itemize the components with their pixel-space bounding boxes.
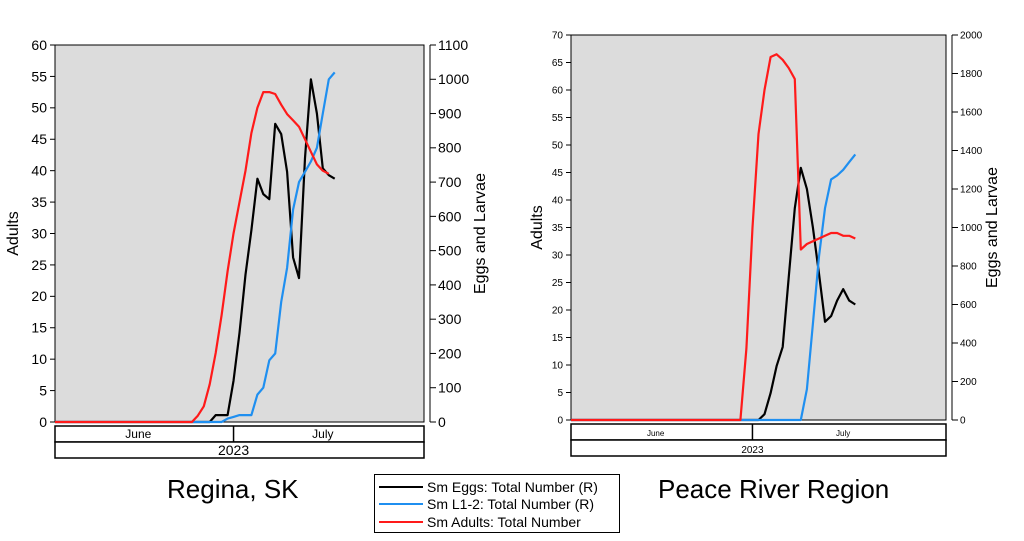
left-tick-label: 25 — [31, 257, 47, 273]
left-tick-label: 35 — [31, 194, 47, 210]
right-tick-label: 100 — [438, 380, 462, 396]
left-tick-label: 30 — [552, 251, 564, 262]
legend-item-adults: Sm Adults: Total Number — [379, 513, 615, 531]
right-tick-label: 1000 — [438, 71, 469, 87]
left-tick-label: 65 — [552, 58, 564, 69]
left-tick-label: 5 — [557, 388, 563, 399]
right-tick-label: 2000 — [960, 31, 983, 42]
left-tick-label: 55 — [31, 68, 47, 84]
month-label: July — [836, 429, 850, 438]
left-tick-label: 35 — [552, 223, 564, 234]
left-tick-label: 50 — [552, 141, 564, 152]
regina-title: Regina, SK — [167, 474, 299, 504]
right-axis-title: Eggs and Larvae — [472, 173, 489, 294]
left-tick-label: 15 — [552, 333, 564, 344]
left-tick-label: 55 — [552, 113, 564, 124]
left-tick-label: 45 — [552, 168, 564, 179]
month-label: June — [647, 429, 665, 438]
legend-swatch-larvae — [379, 503, 423, 506]
right-tick-label: 1100 — [438, 37, 468, 53]
series-line-eggs — [571, 166, 856, 422]
month-label: July — [312, 427, 333, 441]
right-tick-label: 800 — [438, 140, 462, 156]
left-tick-label: 10 — [31, 351, 47, 367]
right-tick-label: 600 — [960, 300, 977, 311]
legend-label-adults: Sm Adults: Total Number — [427, 513, 581, 530]
right-tick-label: 200 — [960, 377, 977, 388]
left-tick-label: 0 — [557, 416, 563, 427]
right-tick-label: 400 — [960, 339, 977, 350]
left-tick-label: 30 — [31, 225, 47, 241]
year-label: 2023 — [741, 445, 764, 456]
legend-item-larvae: Sm L1-2: Total Number (R) — [379, 496, 615, 514]
regina-chart: 0510152025303540455055600100200300400500… — [5, 37, 489, 459]
right-tick-label: 900 — [438, 105, 462, 121]
left-tick-label: 25 — [552, 278, 564, 289]
right-axis-title: Eggs and Larvae — [984, 167, 1001, 288]
year-band — [570, 439, 947, 457]
series-line-adults — [55, 90, 330, 424]
right-tick-label: 300 — [438, 311, 462, 327]
left-tick-label: 0 — [39, 414, 47, 430]
year-band — [54, 441, 425, 459]
peace-river-chart: 0 5 10 15 20 25 30 35 40 45 50 55 60 65 70 0 200 400 600 80… — [529, 31, 1001, 457]
left-tick-label: 70 — [552, 31, 564, 42]
left-tick-label: 60 — [552, 86, 564, 97]
legend-swatch-eggs — [379, 485, 423, 488]
legend-item-eggs: Sm Eggs: Total Number (R) — [379, 478, 615, 496]
right-tick-label: 700 — [438, 174, 462, 190]
right-tick-label: 1400 — [960, 146, 983, 157]
left-tick-label: 20 — [31, 288, 47, 304]
left-axis-title: Adults — [5, 211, 22, 255]
right-tick-label: 0 — [438, 414, 446, 430]
peace-river-title: Peace River Region — [658, 474, 890, 504]
right-tick-label: 400 — [438, 277, 462, 293]
left-tick-label: 15 — [31, 320, 47, 336]
left-axis-title: Adults — [529, 205, 546, 249]
left-tick-label: 10 — [552, 361, 564, 372]
series-line-eggs — [55, 78, 336, 424]
left-tick-label: 20 — [552, 306, 564, 317]
right-tick-label: 800 — [960, 262, 977, 273]
month-band — [54, 425, 425, 443]
left-tick-label: 50 — [31, 100, 47, 116]
month-label: June — [125, 427, 151, 441]
right-tick-label: 1600 — [960, 108, 983, 119]
right-tick-label: 1800 — [960, 69, 983, 80]
month-band — [570, 423, 947, 441]
year-label: 2023 — [218, 442, 249, 458]
right-tick-label: 0 — [960, 416, 966, 427]
legend-label-eggs: Sm Eggs: Total Number (R) — [427, 478, 598, 495]
left-tick-label: 60 — [31, 37, 47, 53]
right-tick-label: 500 — [438, 243, 462, 259]
left-tick-label: 45 — [31, 131, 47, 147]
left-tick-label: 40 — [552, 196, 564, 207]
right-tick-label: 200 — [438, 345, 462, 361]
right-tick-label: 1000 — [960, 223, 983, 234]
series-line-adults — [571, 53, 856, 422]
series-line-larvae — [571, 153, 857, 422]
legend: Sm Eggs: Total Number (R) Sm L1-2: Total… — [374, 474, 620, 533]
right-tick-label: 600 — [438, 208, 462, 224]
plot-area — [54, 44, 425, 423]
left-tick-label: 40 — [31, 163, 47, 179]
legend-swatch-adults — [379, 520, 423, 523]
legend-label-larvae: Sm L1-2: Total Number (R) — [427, 496, 595, 513]
right-tick-label: 1200 — [960, 185, 983, 196]
left-tick-label: 5 — [39, 382, 47, 398]
plot-area — [570, 34, 947, 421]
